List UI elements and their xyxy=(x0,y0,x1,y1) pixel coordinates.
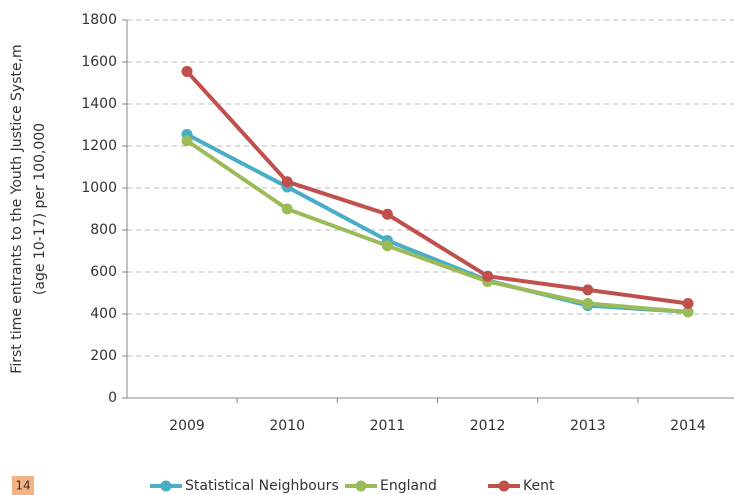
point xyxy=(281,176,293,188)
point xyxy=(582,284,594,296)
legend-label: Statistical Neighbours xyxy=(185,478,339,494)
x-tick-label: 2014 xyxy=(670,418,706,434)
y-tick-label: 1800 xyxy=(81,12,117,28)
y-tick-label: 400 xyxy=(90,306,117,322)
x-tick-label: 2009 xyxy=(169,418,205,434)
point xyxy=(181,65,193,77)
y-tick-label: 1600 xyxy=(81,54,117,70)
point xyxy=(682,298,694,309)
point xyxy=(181,135,193,147)
point xyxy=(381,208,393,220)
point xyxy=(281,203,293,215)
x-tick-label: 2013 xyxy=(570,418,606,434)
y-tick-label: 0 xyxy=(108,390,117,406)
series-line xyxy=(185,70,689,306)
y-tick-label: 1000 xyxy=(81,180,117,196)
series-line xyxy=(186,132,689,314)
y-tick-label: 200 xyxy=(90,348,117,364)
x-tick-label: 2010 xyxy=(269,418,305,434)
legend-marker xyxy=(355,480,367,492)
page-number: 14 xyxy=(15,479,30,493)
y-axis-label: (age 10-17) per 100,000 xyxy=(32,123,48,295)
y-axis-label: First time entrants to the Youth Justice… xyxy=(9,44,25,373)
legend-label: England xyxy=(380,478,437,494)
point xyxy=(482,270,494,282)
y-tick-label: 800 xyxy=(90,222,117,238)
y-tick-label: 1400 xyxy=(81,96,117,112)
point xyxy=(381,240,393,252)
legend-label: Kent xyxy=(523,478,555,494)
legend-marker xyxy=(498,480,510,492)
y-tick-label: 600 xyxy=(90,264,117,280)
legend-marker xyxy=(160,480,172,492)
x-tick-label: 2011 xyxy=(370,418,406,434)
point xyxy=(582,298,594,309)
point xyxy=(682,306,694,318)
x-tick-label: 2012 xyxy=(470,418,506,434)
page-badge xyxy=(12,476,34,495)
y-tick-label: 1200 xyxy=(81,138,117,154)
series-line xyxy=(185,139,689,314)
